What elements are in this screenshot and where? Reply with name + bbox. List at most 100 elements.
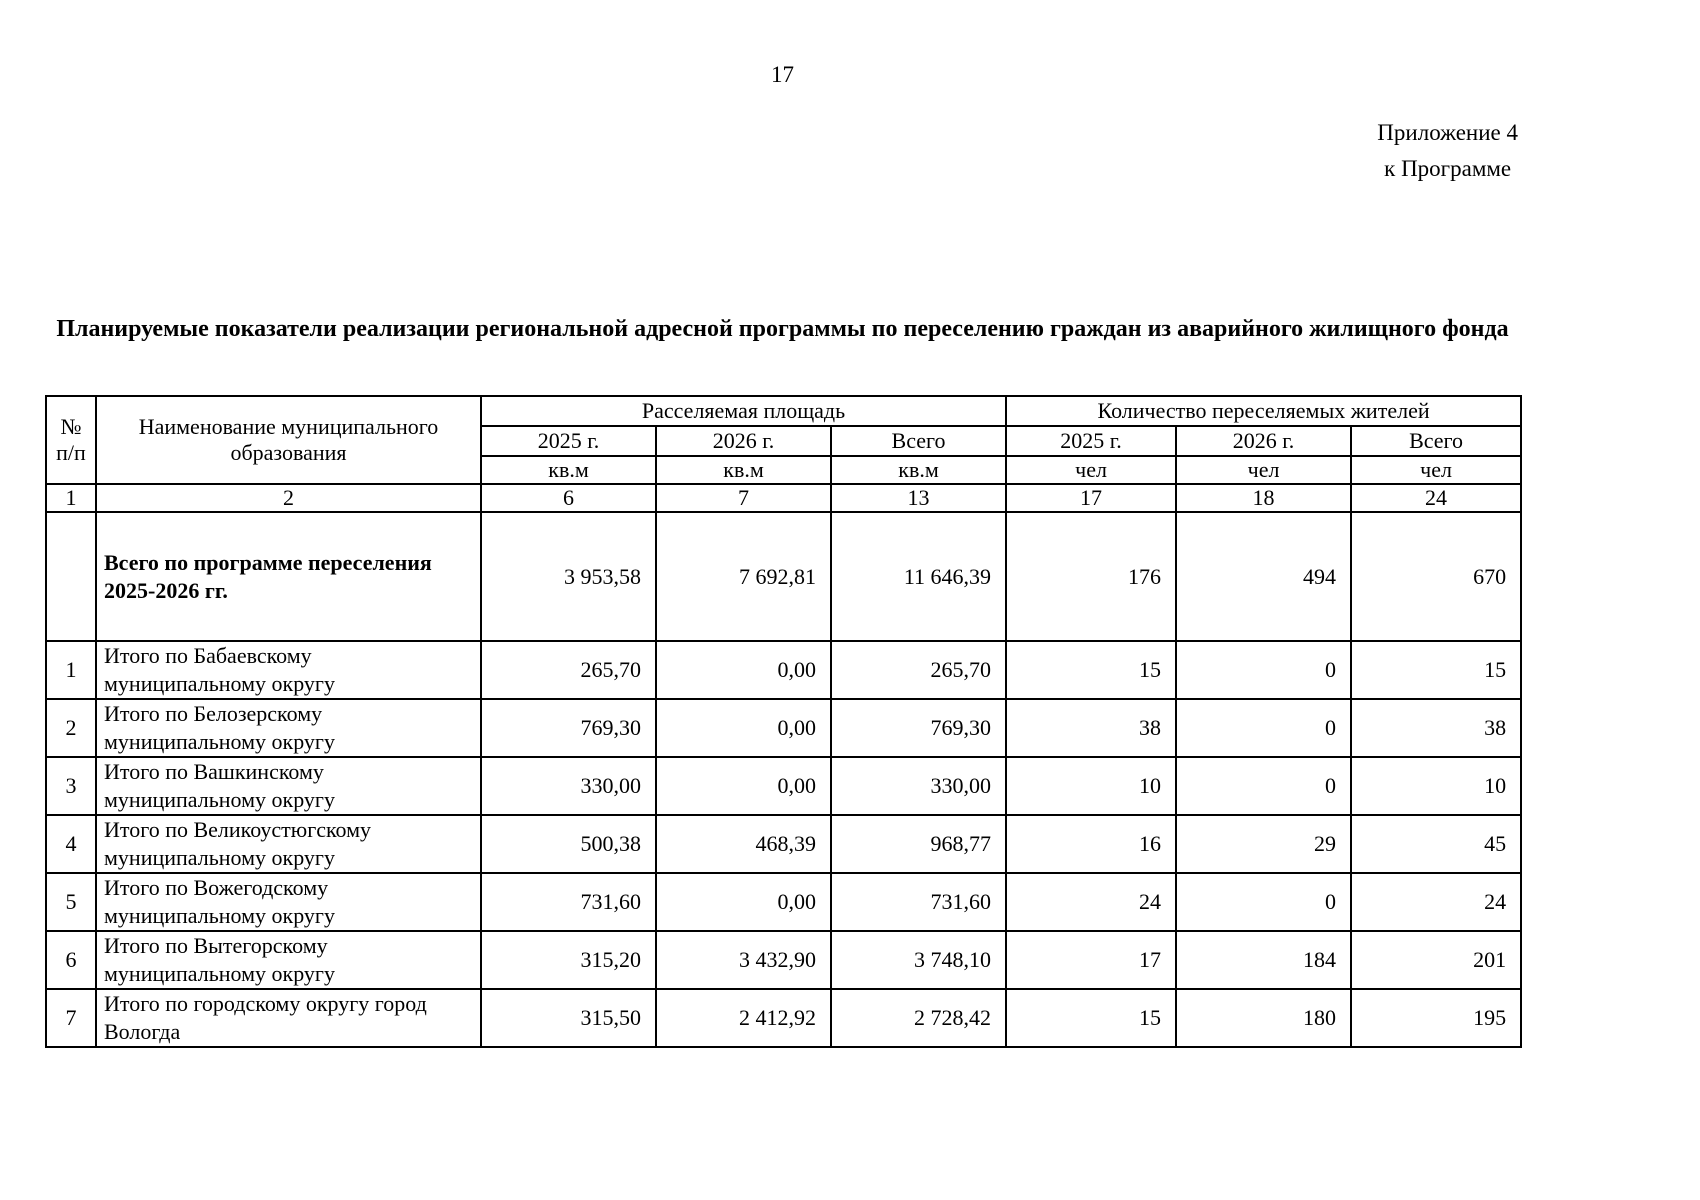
value-cell: 265,70 [480,640,657,700]
value-cell: 195 [1350,988,1523,1048]
col-header-num-line2: п/п [56,440,86,465]
row-num-cell [45,511,97,642]
value-cell: 184 [1175,930,1353,990]
table-row: 6 Итого по Вытегорскому муниципальному о… [45,930,1523,990]
header-row-groups: № п/п Наименование муниципального образо… [45,395,1523,485]
col-number: 7 [655,483,832,513]
value-cell: 0 [1175,872,1353,932]
value-cell: 45 [1350,814,1523,874]
value-cell: 180 [1175,988,1353,1048]
col-header-year: Всего [829,425,1008,457]
row-num-cell: 4 [45,814,97,874]
col-header-unit: чел [1350,455,1523,485]
col-group-residents: Количество переселяемых жителей [1005,395,1523,427]
value-cell: 0,00 [655,698,832,758]
value-cell: 494 [1175,511,1353,642]
municipality-name-cell: Итого по Вытегорскому муниципальному окр… [95,930,482,990]
value-cell: 0,00 [655,872,832,932]
row-num-cell: 5 [45,872,97,932]
municipality-name-cell: Итого по Великоустюгскому муниципальному… [95,814,482,874]
table-row: 4 Итого по Великоустюгскому муниципально… [45,814,1523,874]
value-cell: 7 692,81 [655,511,832,642]
value-cell: 468,39 [655,814,832,874]
col-number: 13 [829,483,1008,513]
value-cell: 769,30 [480,698,657,758]
table-body: Всего по программе переселения 2025-2026… [45,511,1523,1048]
row-num-cell: 2 [45,698,97,758]
municipality-name-cell: Итого по Белозерскому муниципальному окр… [95,698,482,758]
table-row: 7 Итого по городскому округу город Волог… [45,988,1523,1048]
value-cell: 11 646,39 [829,511,1008,642]
value-cell: 15 [1005,640,1178,700]
value-cell: 3 432,90 [655,930,832,990]
col-number: 2 [95,483,482,513]
col-header-unit: кв.м [829,455,1008,485]
value-cell: 3 953,58 [480,511,657,642]
col-header-year: Всего [1350,425,1523,457]
value-cell: 315,50 [480,988,657,1048]
col-header-unit: кв.м [480,455,657,485]
value-cell: 0 [1175,698,1353,758]
header-row-units: кв.м кв.м кв.м чел чел чел [46,455,1523,485]
row-num-cell: 3 [45,756,97,816]
table-row-total: Всего по программе переселения 2025-2026… [45,511,1523,642]
table-row: 1 Итого по Бабаевскому муниципальному ок… [45,640,1523,700]
value-cell: 2 728,42 [829,988,1008,1048]
municipality-name-cell: Итого по Бабаевскому муниципальному окру… [95,640,482,700]
value-cell: 330,00 [829,756,1008,816]
col-header-year: 2025 г. [1005,425,1178,457]
table-row: 5 Итого по Вожегодскому муниципальному о… [45,872,1523,932]
value-cell: 176 [1005,511,1178,642]
value-cell: 0 [1175,640,1353,700]
value-cell: 0,00 [655,640,832,700]
value-cell: 968,77 [829,814,1008,874]
municipality-name-cell: Итого по Вожегодскому муниципальному окр… [95,872,482,932]
municipality-name-cell: Итого по Вашкинскому муниципальному окру… [95,756,482,816]
annex-reference: Приложение 4 к Программе [1377,115,1518,187]
value-cell: 3 748,10 [829,930,1008,990]
value-cell: 10 [1350,756,1523,816]
value-cell: 0,00 [655,756,832,816]
col-number: 17 [1005,483,1178,513]
table-row: 2 Итого по Белозерскому муниципальному о… [45,698,1523,758]
indicators-table: № п/п Наименование муниципального образо… [45,395,1523,1048]
value-cell: 38 [1350,698,1523,758]
value-cell: 731,60 [480,872,657,932]
value-cell: 38 [1005,698,1178,758]
col-header-num-line1: № [60,414,82,439]
value-cell: 10 [1005,756,1178,816]
table-header: № п/п Наименование муниципального образо… [45,395,1523,513]
col-header-year: 2025 г. [480,425,657,457]
col-number: 1 [45,483,97,513]
annex-line2: к Программе [1384,156,1512,181]
value-cell: 731,60 [829,872,1008,932]
municipality-name-cell: Итого по городскому округу город Вологда [95,988,482,1048]
page-number: 17 [771,62,794,87]
municipality-name-cell: Всего по программе переселения 2025-2026… [95,511,482,642]
value-cell: 2 412,92 [655,988,832,1048]
row-num-cell: 6 [45,930,97,990]
value-cell: 15 [1350,640,1523,700]
col-header-unit: чел [1175,455,1353,485]
col-header-unit: кв.м [655,455,832,485]
value-cell: 500,38 [480,814,657,874]
value-cell: 24 [1350,872,1523,932]
value-cell: 330,00 [480,756,657,816]
table-row: 3 Итого по Вашкинскому муниципальному ок… [45,756,1523,816]
row-num-cell: 1 [45,640,97,700]
col-number: 18 [1175,483,1353,513]
col-number: 6 [480,483,657,513]
col-header-name: Наименование муниципального образования [95,395,482,485]
value-cell: 265,70 [829,640,1008,700]
header-row-column-numbers: 1 2 6 7 13 17 18 24 [45,483,1523,513]
row-num-cell: 7 [45,988,97,1048]
value-cell: 29 [1175,814,1353,874]
value-cell: 769,30 [829,698,1008,758]
col-header-year: 2026 г. [655,425,832,457]
header-row-years: 2025 г. 2026 г. Всего 2025 г. 2026 г. Вс… [46,425,1523,457]
col-number: 24 [1350,483,1523,513]
value-cell: 201 [1350,930,1523,990]
col-header-unit: чел [1005,455,1178,485]
annex-line1: Приложение 4 [1377,120,1518,145]
